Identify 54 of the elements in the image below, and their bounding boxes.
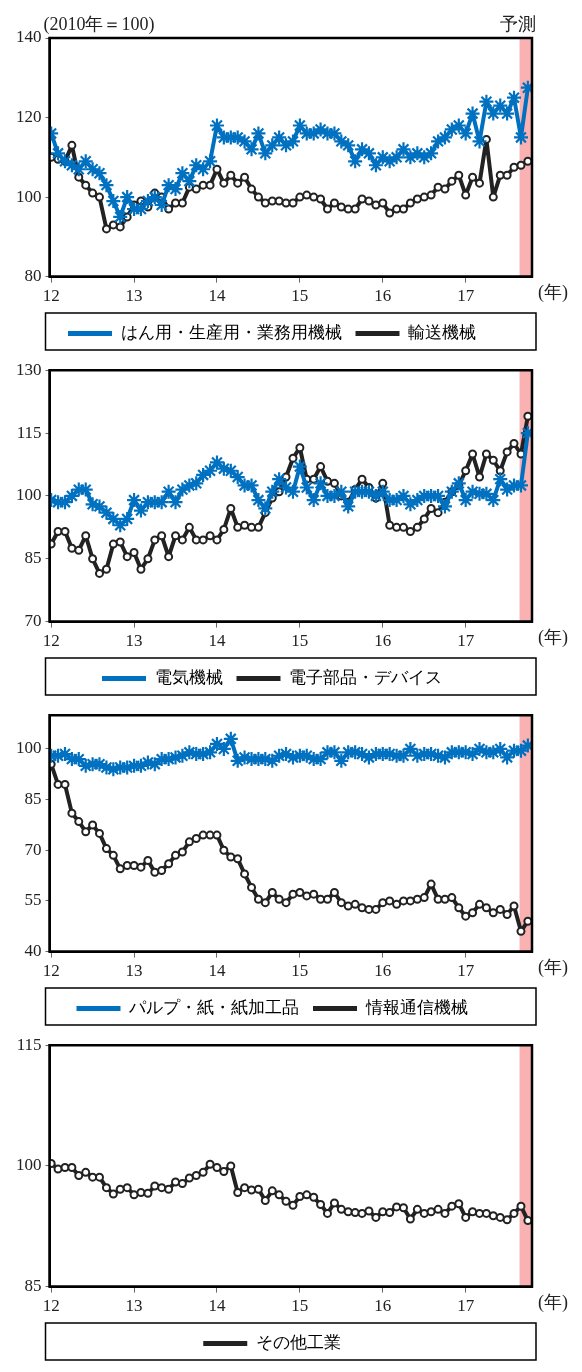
- legend-label: はん用・生産用・業務用機械: [120, 322, 342, 342]
- x-tick-label: 15: [291, 286, 309, 306]
- x-tick-label: 14: [208, 1296, 226, 1316]
- x-tick-label: 17: [457, 631, 475, 651]
- x-axis-title: (年): [538, 627, 568, 649]
- y-tick-label: 115: [16, 1034, 42, 1054]
- y-tick-label: 100: [16, 485, 42, 505]
- x-tick-label: 16: [374, 631, 392, 651]
- x-tick-label: 15: [291, 1296, 309, 1316]
- x-tick-label: 14: [208, 961, 226, 981]
- band-label: 予測: [500, 13, 536, 34]
- x-tick-label: 17: [457, 961, 475, 981]
- x-axis-title: (年): [538, 1292, 568, 1314]
- y-tick-label: 85: [24, 789, 42, 809]
- legend-label: 電子部品・デバイス: [289, 667, 442, 687]
- y-tick-label: 55: [24, 890, 42, 910]
- legend-label: 情報通信機械: [364, 997, 468, 1017]
- x-tick-label: 12: [42, 286, 60, 306]
- x-tick-label: 15: [291, 961, 309, 981]
- x-axis-title: (年): [538, 282, 568, 304]
- x-tick-label: 17: [457, 1296, 475, 1316]
- x-tick-label: 14: [208, 631, 226, 651]
- y-tick-label: 80: [24, 266, 42, 286]
- legend-label: パルプ・紙・紙加工品: [128, 997, 299, 1017]
- y-tick-label: 70: [24, 611, 42, 631]
- x-tick-label: 13: [125, 631, 143, 651]
- y-tick-label: 70: [24, 839, 42, 859]
- x-tick-label: 16: [374, 961, 392, 981]
- x-tick-label: 12: [42, 631, 60, 651]
- y-tick-label: 100: [16, 738, 42, 758]
- y-tick-label: 140: [16, 27, 42, 47]
- x-tick-label: 17: [457, 286, 475, 306]
- y-tick-label: 85: [24, 548, 42, 568]
- x-tick-label: 13: [125, 961, 143, 981]
- y-tick-label: 100: [16, 186, 42, 206]
- x-tick-label: 16: [374, 1296, 392, 1316]
- x-tick-label: 15: [291, 631, 309, 651]
- y-tick-label: 85: [24, 1276, 42, 1296]
- x-tick-label: 13: [125, 1296, 143, 1316]
- x-tick-label: 12: [42, 961, 60, 981]
- legend-label: 電気機械: [154, 667, 223, 687]
- y-tick-label: 130: [16, 359, 42, 379]
- x-tick-label: 16: [374, 286, 392, 306]
- y-tick-label: 120: [16, 107, 42, 126]
- x-tick-label: 12: [42, 1296, 60, 1316]
- y-tick-label: 115: [16, 422, 42, 442]
- y-tick-label: 100: [16, 1155, 42, 1175]
- x-tick-label: 13: [125, 286, 143, 306]
- y-axis-title: (2010年＝100): [43, 13, 155, 35]
- y-tick-label: 40: [24, 941, 42, 961]
- x-axis-title: (年): [538, 957, 568, 979]
- legend-label: その他工業: [255, 1332, 341, 1352]
- x-tick-label: 14: [208, 286, 226, 306]
- legend-label: 輸送機械: [408, 322, 476, 342]
